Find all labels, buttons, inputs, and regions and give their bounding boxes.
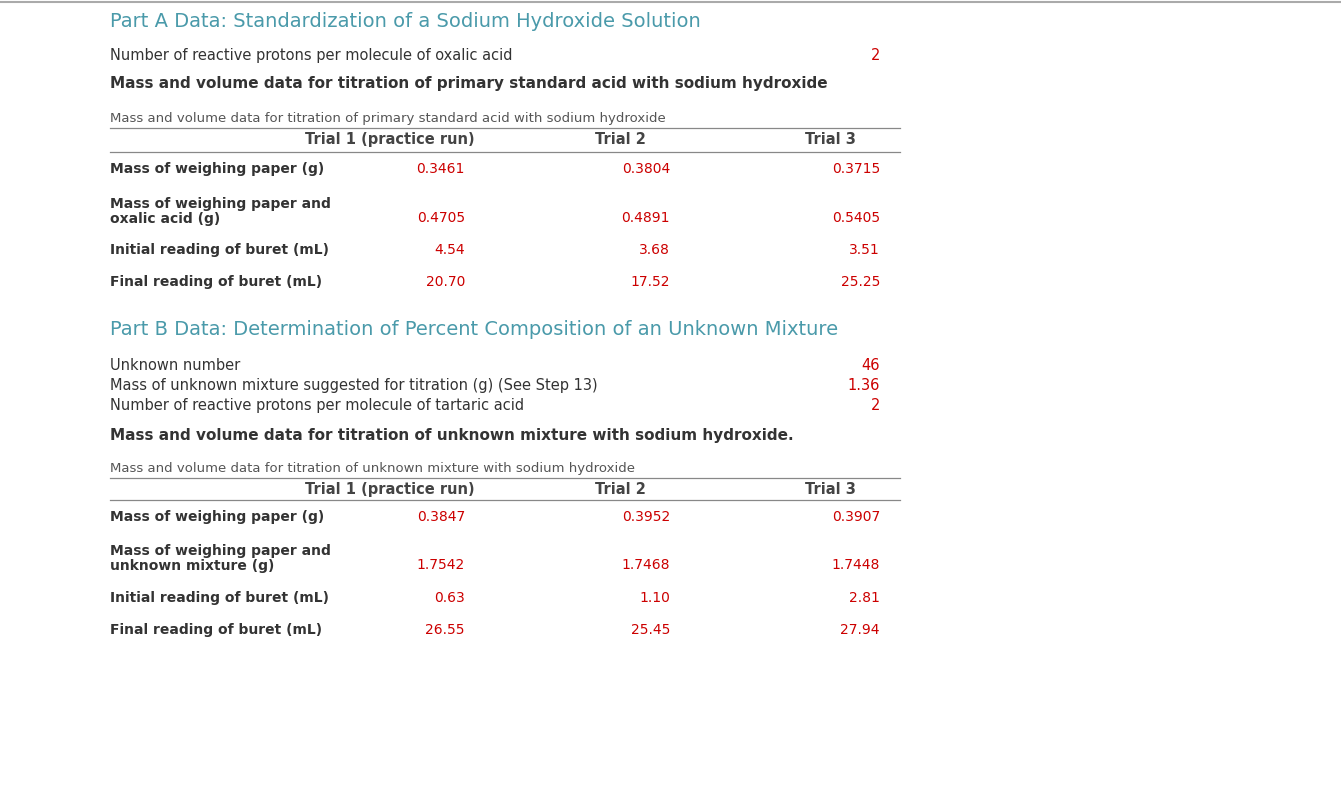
Text: Mass of weighing paper and: Mass of weighing paper and xyxy=(110,544,331,558)
Text: 20.70: 20.70 xyxy=(425,275,465,289)
Text: 2: 2 xyxy=(870,48,880,63)
Text: Final reading of buret (mL): Final reading of buret (mL) xyxy=(110,623,322,637)
Text: Trial 3: Trial 3 xyxy=(805,132,856,147)
Text: 27.94: 27.94 xyxy=(841,623,880,637)
Text: oxalic acid (g): oxalic acid (g) xyxy=(110,212,220,226)
Text: unknown mixture (g): unknown mixture (g) xyxy=(110,559,275,573)
Text: 0.3715: 0.3715 xyxy=(831,162,880,176)
Text: 25.45: 25.45 xyxy=(630,623,670,637)
Text: Trial 2: Trial 2 xyxy=(594,482,645,497)
Text: 17.52: 17.52 xyxy=(630,275,670,289)
Text: 0.3847: 0.3847 xyxy=(417,510,465,524)
Text: 0.5405: 0.5405 xyxy=(831,211,880,225)
Text: 0.3804: 0.3804 xyxy=(622,162,670,176)
Text: Number of reactive protons per molecule of tartaric acid: Number of reactive protons per molecule … xyxy=(110,398,524,413)
Text: Trial 1 (practice run): Trial 1 (practice run) xyxy=(306,482,475,497)
Text: 25.25: 25.25 xyxy=(841,275,880,289)
Text: Mass of weighing paper (g): Mass of weighing paper (g) xyxy=(110,162,325,176)
Text: 3.68: 3.68 xyxy=(640,243,670,257)
Text: Part B Data: Determination of Percent Composition of an Unknown Mixture: Part B Data: Determination of Percent Co… xyxy=(110,320,838,339)
Text: Number of reactive protons per molecule of oxalic acid: Number of reactive protons per molecule … xyxy=(110,48,512,63)
Text: 2.81: 2.81 xyxy=(849,591,880,605)
Text: Trial 2: Trial 2 xyxy=(594,132,645,147)
Text: 26.55: 26.55 xyxy=(425,623,465,637)
Text: Part A Data: Standardization of a Sodium Hydroxide Solution: Part A Data: Standardization of a Sodium… xyxy=(110,12,701,31)
Text: 0.63: 0.63 xyxy=(434,591,465,605)
Text: 0.3907: 0.3907 xyxy=(831,510,880,524)
Text: 0.3952: 0.3952 xyxy=(622,510,670,524)
Text: 1.10: 1.10 xyxy=(640,591,670,605)
Text: Initial reading of buret (mL): Initial reading of buret (mL) xyxy=(110,243,329,257)
Text: Mass of unknown mixture suggested for titration (g) (See Step 13): Mass of unknown mixture suggested for ti… xyxy=(110,378,598,393)
Text: 1.7468: 1.7468 xyxy=(621,558,670,572)
Text: Mass and volume data for titration of unknown mixture with sodium hydroxide.: Mass and volume data for titration of un… xyxy=(110,428,794,443)
Text: 0.4705: 0.4705 xyxy=(417,211,465,225)
Text: Trial 1 (practice run): Trial 1 (practice run) xyxy=(306,132,475,147)
Text: Mass and volume data for titration of unknown mixture with sodium hydroxide: Mass and volume data for titration of un… xyxy=(110,462,636,475)
Text: Trial 3: Trial 3 xyxy=(805,482,856,497)
Text: 0.4891: 0.4891 xyxy=(621,211,670,225)
Text: 4.54: 4.54 xyxy=(434,243,465,257)
Text: 1.7448: 1.7448 xyxy=(831,558,880,572)
Text: Mass of weighing paper and: Mass of weighing paper and xyxy=(110,197,331,211)
Text: 2: 2 xyxy=(870,398,880,413)
Text: 46: 46 xyxy=(861,358,880,373)
Text: Mass and volume data for titration of primary standard acid with sodium hydroxid: Mass and volume data for titration of pr… xyxy=(110,76,827,91)
Text: Initial reading of buret (mL): Initial reading of buret (mL) xyxy=(110,591,329,605)
Text: Mass of weighing paper (g): Mass of weighing paper (g) xyxy=(110,510,325,524)
Text: 1.7542: 1.7542 xyxy=(417,558,465,572)
Text: Final reading of buret (mL): Final reading of buret (mL) xyxy=(110,275,322,289)
Text: Unknown number: Unknown number xyxy=(110,358,240,373)
Text: Mass and volume data for titration of primary standard acid with sodium hydroxid: Mass and volume data for titration of pr… xyxy=(110,112,665,125)
Text: 3.51: 3.51 xyxy=(849,243,880,257)
Text: 0.3461: 0.3461 xyxy=(417,162,465,176)
Text: 1.36: 1.36 xyxy=(848,378,880,393)
